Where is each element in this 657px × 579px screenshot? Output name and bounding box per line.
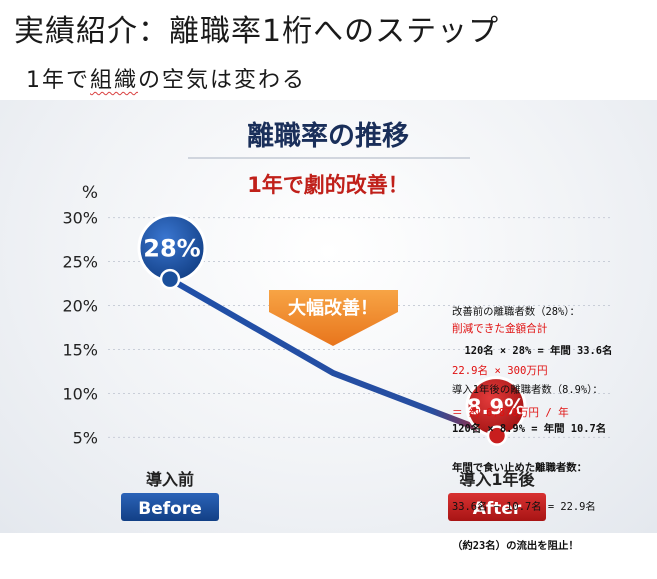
y-tick-label: 30% [62, 209, 98, 228]
data-point [486, 425, 508, 446]
x-categories: 導入前 Before 導入1年後 After [121, 470, 546, 521]
savings-notes: 削減できた金額合計 22.9名 × 300万円 ＝ 約 6,870万円 / 年 [452, 294, 569, 434]
y-tick-labels: 30% 25% 20% 15% 10% 5% [62, 209, 98, 448]
series: 28% 8.9% [137, 213, 527, 446]
y-tick-label: 25% [62, 253, 98, 272]
series-line [167, 276, 500, 439]
note-line: 33.6名 − 10.7名 = 22.9名 [452, 501, 596, 513]
subtitle-mark: 組織 [90, 68, 139, 93]
x-category-label: 導入前 [146, 470, 194, 489]
savings-line: 22.9名 × 300万円 [452, 365, 548, 377]
note-line: 導入1年後の離職者数（8.9%）： [452, 384, 603, 396]
y-tick-label: 15% [62, 340, 98, 359]
savings-line: 削減できた金額合計 [452, 323, 548, 335]
note-line: （約23名）の流出を阻止！ [452, 540, 579, 552]
data-label: 28% [143, 235, 200, 263]
turnover-chart: 離職率の推移 1年で劇的改善！ % 30% 25% 20% 15% 10% 5% 大幅改善… [62, 120, 612, 521]
note-line: 年間で食い止めた離職者数： [452, 462, 588, 474]
note-line: 120名 × 8.9% = 年間 10.7名 [452, 423, 607, 435]
subtitle-pre: 1年で [26, 68, 90, 93]
y-tick-label: 5% [73, 428, 98, 447]
note-line: 120名 × 28% = 年間 33.6名 [452, 345, 613, 357]
x-category-label: 導入1年後 [459, 470, 535, 489]
category-tag-label: Before [138, 499, 201, 519]
savings-line: ＝ 約 6,870万円 / 年 [452, 407, 569, 419]
chart-panel: 離職率の推移 1年で劇的改善！ % 30% 25% 20% 15% 10% 5% 大幅改善… [0, 100, 657, 552]
y-tick-label: 10% [62, 384, 98, 403]
chart-subtitle: 1年で劇的改善！ [247, 173, 409, 197]
after-tag [448, 493, 546, 521]
arrow-label: 大幅改善！ [288, 297, 378, 319]
chart-title: 離職率の推移 [247, 120, 409, 152]
data-label: 8.9% [467, 395, 525, 419]
improvement-arrow: 大幅改善！ [269, 290, 398, 346]
subtitle-post: の空気は変わる [138, 68, 307, 93]
note-line: 改善前の離職者数（28%）： [452, 306, 580, 318]
slide-subtitle: 1年で組織の空気は変わる [26, 62, 306, 94]
slide-title: 実績紹介：離職率1桁へのステップ [14, 14, 500, 49]
y-tick-label: 20% [62, 297, 98, 316]
y-axis-unit: % [82, 183, 98, 203]
before-tag [121, 493, 219, 521]
data-point [159, 268, 181, 290]
category-tag-label: After [473, 499, 522, 519]
